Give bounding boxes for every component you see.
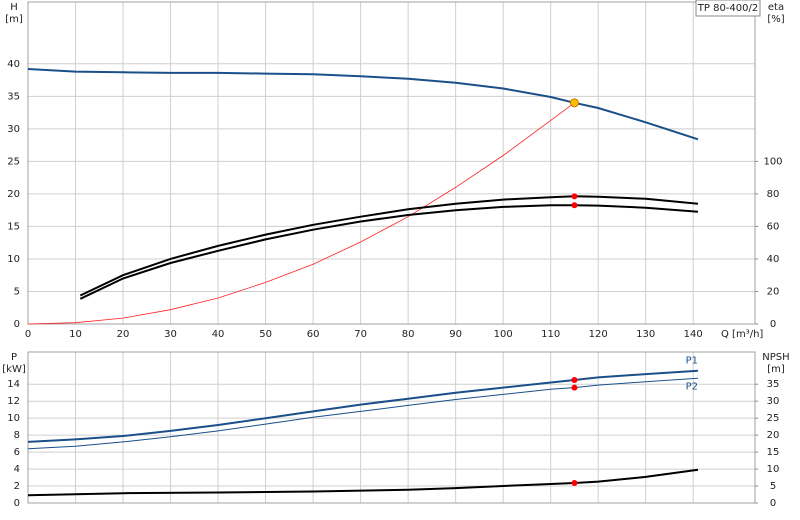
- curve: [79, 195, 699, 297]
- x-tick-label: 100: [494, 329, 513, 340]
- title-box: [695, 0, 761, 17]
- x-tick-label: 140: [684, 329, 703, 340]
- y2-tick-label: 60: [767, 221, 780, 232]
- x-axis-label: Q [m³/h]: [721, 329, 763, 340]
- x-tick-label: 20: [117, 329, 130, 340]
- y-tick-label: 25: [7, 156, 20, 167]
- x-tick-label: 10: [69, 329, 82, 340]
- y2-tick-label: 0: [770, 319, 776, 330]
- x-tick-label: 50: [259, 329, 272, 340]
- x-tick-label: 40: [212, 329, 225, 340]
- operating-point: [571, 376, 578, 383]
- y2-tick-label: 10: [767, 464, 780, 475]
- y-tick-label: 0: [14, 319, 20, 330]
- y-tick-label: 4: [14, 464, 20, 475]
- y-axis-label: H: [10, 2, 18, 13]
- y2-tick-label: 5: [770, 481, 776, 492]
- series-label: P1: [686, 356, 698, 367]
- y-tick-label: 15: [7, 221, 20, 232]
- y-tick-label: 12: [7, 396, 20, 407]
- y-tick-label: 20: [7, 189, 20, 200]
- y2-tick-label: 40: [767, 254, 780, 265]
- x-tick-label: 60: [307, 329, 320, 340]
- y2-tick-label: 20: [767, 286, 780, 297]
- y-tick-label: 10: [7, 413, 20, 424]
- y-tick-label: 0: [14, 498, 20, 509]
- y-tick-label: 14: [7, 379, 20, 390]
- y-axis-label: [m]: [5, 14, 23, 25]
- curve: [27, 369, 699, 443]
- y2-tick-label: 25: [767, 413, 780, 424]
- x-tick-label: 90: [449, 329, 462, 340]
- curve: [27, 68, 699, 141]
- chart-title: TP 80-400/2: [697, 3, 758, 14]
- x-tick-label: 30: [164, 329, 177, 340]
- y2-tick-label: 35: [767, 379, 780, 390]
- y2-axis-label: [%]: [767, 14, 784, 25]
- y2-tick-label: 15: [767, 447, 780, 458]
- x-tick-label: 110: [541, 329, 560, 340]
- curve: [27, 468, 699, 497]
- y-tick-label: 6: [14, 447, 20, 458]
- y2-tick-label: 0: [770, 498, 776, 509]
- operating-point: [571, 479, 578, 486]
- y-tick-label: 30: [7, 124, 20, 135]
- y-tick-label: 35: [7, 91, 20, 102]
- x-tick-label: 70: [354, 329, 367, 340]
- y-tick-label: 40: [7, 59, 20, 70]
- y-tick-label: 2: [14, 481, 20, 492]
- x-tick-label: 130: [636, 329, 655, 340]
- y2-tick-label: 80: [767, 189, 780, 200]
- operating-point: [569, 98, 579, 108]
- y2-tick-label: 20: [767, 430, 780, 441]
- curve: [27, 102, 575, 325]
- curve: [27, 377, 699, 450]
- series-label: P2: [686, 381, 698, 392]
- y-tick-label: 8: [14, 430, 20, 441]
- operating-point: [571, 202, 578, 209]
- operating-point: [571, 193, 578, 200]
- y2-axis-label: eta: [768, 2, 784, 13]
- y-axis-label: P: [11, 352, 17, 363]
- y-tick-label: 5: [14, 286, 20, 297]
- x-tick-label: 120: [589, 329, 608, 340]
- y2-axis-label: [m]: [767, 364, 785, 375]
- y2-tick-label: 100: [763, 156, 782, 167]
- y-axis-label: [kW]: [2, 364, 26, 375]
- operating-point: [571, 384, 578, 391]
- x-tick-label: 0: [25, 329, 31, 340]
- curve: [79, 204, 699, 300]
- y2-tick-label: 30: [767, 396, 780, 407]
- x-tick-label: 80: [402, 329, 415, 340]
- plot-frame: [27, 351, 756, 504]
- y2-axis-label: NPSH: [762, 352, 789, 363]
- plot-frame: [27, 1, 756, 325]
- y-tick-label: 10: [7, 254, 20, 265]
